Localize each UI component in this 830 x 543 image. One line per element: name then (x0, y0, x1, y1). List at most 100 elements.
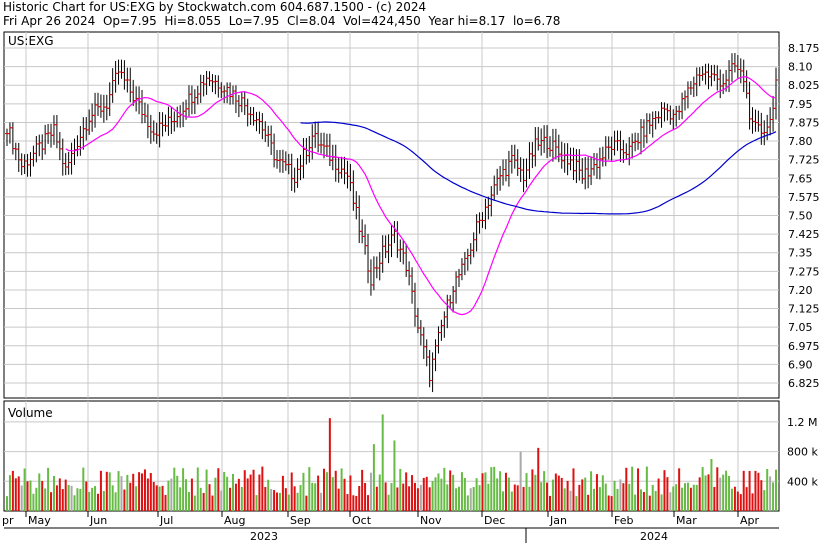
volume-bar (736, 491, 739, 511)
month-label: Sep (290, 514, 311, 527)
volume-bar (217, 468, 220, 511)
volume-bar (634, 494, 637, 511)
volume-bar (390, 483, 393, 511)
volume-bar (631, 466, 634, 511)
volume-bar (355, 495, 358, 511)
volume-bar (141, 473, 144, 511)
volume-bar (645, 466, 648, 511)
volume-bar (258, 474, 261, 511)
volume-bar (419, 484, 422, 511)
volume-bar (358, 485, 361, 511)
volume-bar (287, 494, 290, 511)
volume-bar (317, 475, 320, 511)
volume-bar (123, 489, 126, 511)
volume-bar (132, 473, 135, 511)
volume-bar (399, 468, 402, 511)
volume-bar (657, 478, 660, 511)
volume-bar (105, 471, 108, 511)
volume-bar (264, 487, 267, 511)
volume-bar (540, 482, 543, 511)
volume-bar (340, 468, 343, 511)
volume-bar (619, 479, 622, 511)
volume-bar (431, 480, 434, 511)
volume-bar (637, 468, 640, 511)
volume-bar (745, 487, 748, 511)
volume-bar (361, 469, 364, 511)
volume-bar (686, 482, 689, 511)
volume-bar (240, 486, 243, 511)
volume-bar (481, 473, 484, 511)
volume-bar (681, 487, 684, 511)
volume-bar (223, 471, 226, 511)
volume-bar (751, 493, 754, 511)
volume-bar (413, 482, 416, 511)
volume-bar (64, 479, 67, 511)
volume-bar (669, 492, 672, 511)
year-label: 2023 (250, 530, 278, 543)
volume-bar (23, 468, 26, 511)
price-grid (4, 32, 779, 398)
volume-bar (478, 485, 481, 511)
month-label: Nov (420, 514, 442, 527)
volume-bar (607, 495, 610, 511)
volume-bar (507, 477, 510, 511)
volume-bar (267, 479, 270, 511)
volume-bar (622, 483, 625, 511)
volume-bar (378, 474, 381, 511)
volume-bar (76, 488, 79, 511)
volume-bar (469, 488, 472, 511)
volume-bar (595, 474, 598, 511)
volume-bar (458, 486, 461, 511)
volume-bar (35, 487, 38, 511)
volume-bar (396, 487, 399, 511)
volume-bar (120, 476, 123, 511)
ohlc-bar (774, 67, 778, 120)
volume-bar (416, 488, 419, 511)
volume-tick-label: 400 k (787, 475, 818, 488)
volume-bar (381, 414, 384, 511)
volume-bar (261, 466, 264, 511)
volume-bar (543, 471, 546, 511)
volume-bar (299, 485, 302, 511)
volume-bar (493, 466, 496, 511)
price-tick-label: 7.80 (788, 135, 813, 148)
price-tick-label: 7.05 (788, 321, 813, 334)
volume-bar (117, 471, 120, 511)
price-tick-label: 8.175 (788, 42, 820, 55)
volume-bar (252, 469, 255, 511)
volume-tick-label: 1.2 M (787, 416, 817, 429)
volume-bar (99, 470, 102, 511)
volume-bar (584, 477, 587, 511)
volume-bar (689, 487, 692, 511)
volume-bar (343, 478, 346, 511)
volume-bar (531, 469, 534, 511)
volume-bar (522, 486, 525, 511)
volume-bar (91, 487, 94, 511)
volume-bar (405, 472, 408, 511)
volume-bar (249, 474, 252, 511)
volume-bar (161, 485, 164, 511)
volume-bar (167, 480, 170, 511)
volume-bar (546, 482, 549, 511)
volume-bar (572, 468, 575, 511)
volume-bar (325, 472, 328, 511)
volume-bar (187, 491, 190, 511)
volume-bar (17, 476, 20, 511)
volume-bar (32, 493, 35, 511)
volume-bar (202, 492, 205, 511)
volume-bar (742, 470, 745, 511)
volume-bar (164, 494, 167, 511)
volume-bar (548, 495, 551, 511)
volume-bar (772, 482, 775, 511)
volume-bar (484, 472, 487, 511)
volume-bar (642, 491, 645, 511)
price-tick-label: 7.50 (788, 210, 813, 223)
volume-bar (276, 492, 279, 511)
volume-bars (6, 414, 777, 511)
volume-bar (320, 492, 323, 511)
volume-bar (38, 473, 41, 511)
volume-bar (364, 482, 367, 511)
volume-bar (369, 472, 372, 511)
volume-bar (14, 478, 17, 511)
month-label: pr (2, 514, 14, 527)
